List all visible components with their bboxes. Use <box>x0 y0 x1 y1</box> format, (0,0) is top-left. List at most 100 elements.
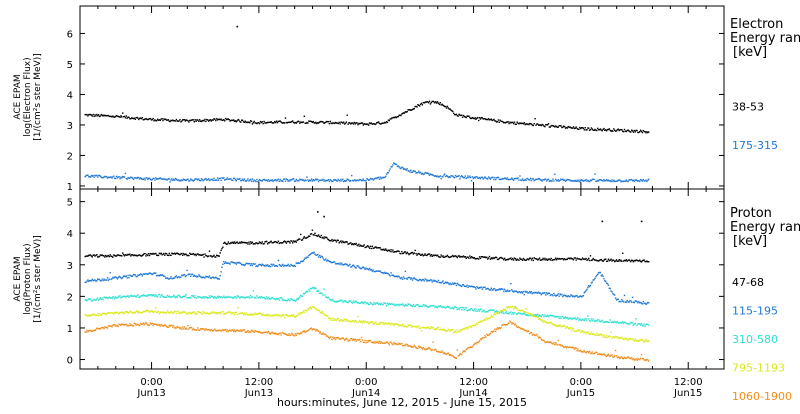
data-point <box>123 275 126 277</box>
data-point <box>549 126 551 128</box>
data-point <box>111 312 113 314</box>
data-point <box>544 178 546 180</box>
data-point <box>631 259 634 262</box>
data-point <box>605 321 608 323</box>
data-point <box>516 307 518 310</box>
data-point <box>141 275 144 277</box>
data-point <box>264 265 266 267</box>
data-point <box>166 119 169 121</box>
data-point <box>245 180 247 182</box>
data-point <box>637 260 639 262</box>
y-tick-label: 6 <box>67 29 73 40</box>
data-point <box>323 180 325 182</box>
data-point <box>341 299 343 301</box>
data-point <box>597 334 599 336</box>
data-point <box>425 304 427 307</box>
data-point <box>478 341 480 343</box>
data-point <box>604 336 606 338</box>
data-point <box>460 306 462 309</box>
data-point <box>432 305 434 307</box>
data-point <box>139 177 142 179</box>
data-point <box>593 320 595 322</box>
data-point <box>239 297 241 299</box>
data-point <box>340 121 342 123</box>
data-point <box>491 316 493 318</box>
data-point <box>440 328 442 330</box>
data-point <box>252 263 254 265</box>
data-point <box>501 120 503 123</box>
data-point <box>207 178 210 180</box>
data-point <box>423 254 425 256</box>
data-point <box>444 255 447 258</box>
data-point <box>646 260 648 262</box>
data-point <box>545 178 547 180</box>
data-point <box>432 341 434 343</box>
data-point <box>297 262 299 264</box>
data-point <box>221 330 223 332</box>
data-point <box>174 311 177 313</box>
data-point <box>439 175 441 177</box>
data-point <box>140 312 143 314</box>
data-point <box>259 312 262 315</box>
data-point <box>198 120 200 123</box>
data-point <box>507 322 509 324</box>
data-point <box>486 256 488 258</box>
data-point <box>325 258 327 260</box>
data-point <box>155 294 157 296</box>
data-point <box>114 276 116 278</box>
data-point <box>374 303 376 305</box>
data-point <box>275 265 277 267</box>
data-point <box>447 107 449 109</box>
data-point <box>141 323 144 325</box>
data-point <box>594 173 596 175</box>
data-point <box>634 359 636 361</box>
data-point <box>585 318 587 320</box>
data-point <box>345 337 348 340</box>
data-point <box>326 238 329 240</box>
data-point <box>139 178 141 180</box>
data-point <box>314 307 316 310</box>
data-point <box>587 315 589 317</box>
data-point <box>105 313 107 316</box>
data-point <box>122 276 124 279</box>
data-point <box>523 312 525 314</box>
data-point <box>510 311 512 313</box>
data-point <box>399 324 401 326</box>
data-point <box>591 281 593 283</box>
data-point <box>444 281 447 283</box>
data-point <box>617 128 619 130</box>
data-point <box>600 179 602 181</box>
data-point <box>149 310 152 313</box>
data-point <box>275 179 277 181</box>
data-point <box>517 309 519 311</box>
data-point <box>445 174 448 177</box>
data-point <box>282 331 284 334</box>
data-point <box>588 350 591 353</box>
data-point <box>480 286 483 288</box>
data-point <box>439 305 441 307</box>
data-point <box>477 257 479 260</box>
data-point <box>88 298 90 300</box>
data-point <box>461 284 464 286</box>
data-point <box>484 286 486 288</box>
data-point <box>325 180 327 182</box>
data-point <box>375 270 377 272</box>
data-point <box>237 307 239 309</box>
data-point <box>128 116 130 119</box>
data-point <box>412 253 415 255</box>
data-point <box>145 310 147 312</box>
data-point <box>329 318 331 320</box>
data-point <box>112 312 114 314</box>
data-point <box>581 179 584 182</box>
data-point <box>433 328 435 330</box>
data-point <box>520 328 522 330</box>
data-point <box>93 298 95 300</box>
data-point <box>271 122 273 124</box>
data-point <box>101 297 103 299</box>
data-point <box>131 275 133 277</box>
data-point <box>460 285 462 287</box>
data-point <box>165 324 167 327</box>
data-point <box>190 296 192 299</box>
data-point <box>250 242 253 244</box>
